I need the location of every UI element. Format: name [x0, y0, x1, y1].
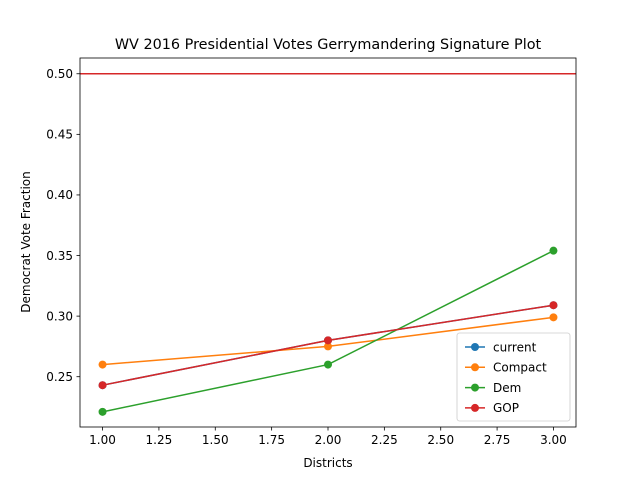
plot-area	[79, 57, 577, 428]
x-tick-label: 2.50	[427, 433, 454, 447]
x-tick-label: 3.00	[540, 433, 567, 447]
data-point-dem-1	[98, 407, 107, 416]
x-tick-label: 1.25	[146, 433, 173, 447]
x-tick-label: 2.75	[484, 433, 511, 447]
data-point-gop-1	[98, 381, 107, 390]
data-point-dem-3	[549, 246, 558, 255]
legend-label-compact: Compact	[493, 361, 547, 375]
legend-marker-current	[471, 343, 479, 351]
legend-label-gop: GOP	[493, 401, 519, 415]
y-tick-label: 0.40	[46, 188, 73, 202]
y-tick-label: 0.45	[46, 128, 73, 142]
legend-marker-compact	[471, 363, 479, 372]
y-axis-label: Democrat Vote Fraction	[19, 171, 33, 312]
data-point-gop-3	[549, 301, 558, 310]
chart-title: WV 2016 Presidential Votes Gerrymanderin…	[115, 37, 542, 53]
y-tick-label: 0.30	[46, 309, 73, 323]
x-tick-label: 1.50	[202, 433, 229, 447]
legend-marker-gop	[471, 403, 479, 412]
data-point-dem-2	[324, 360, 332, 369]
data-point-compact-2	[324, 342, 332, 351]
y-axis-ticks: 0.25 0.30 0.35 0.40 0.45 0.50	[46, 67, 80, 384]
y-tick-label: 0.35	[46, 249, 73, 263]
data-point-compact-1	[98, 360, 107, 369]
x-axis-ticks: 1.00 1.25 1.50 1.75 2.00 2.25 2.50 2.75 3.00	[89, 427, 567, 447]
legend-box	[456, 332, 571, 422]
legend: current Compact Dem GOP	[456, 332, 571, 422]
data-point-gop-2	[324, 336, 332, 345]
x-axis-label: Districts	[303, 456, 352, 470]
x-tick-label: 1.75	[258, 433, 285, 447]
x-tick-label: 2.00	[315, 433, 342, 447]
y-tick-label: 0.50	[46, 67, 73, 81]
legend-label-dem: Dem	[493, 381, 521, 395]
legend-label-current: current	[493, 340, 537, 354]
y-tick-label: 0.25	[46, 370, 73, 384]
x-tick-label: 2.25	[371, 433, 398, 447]
x-tick-label: 1.00	[89, 433, 116, 447]
data-point-compact-3	[549, 313, 558, 322]
legend-marker-dem	[471, 383, 479, 392]
